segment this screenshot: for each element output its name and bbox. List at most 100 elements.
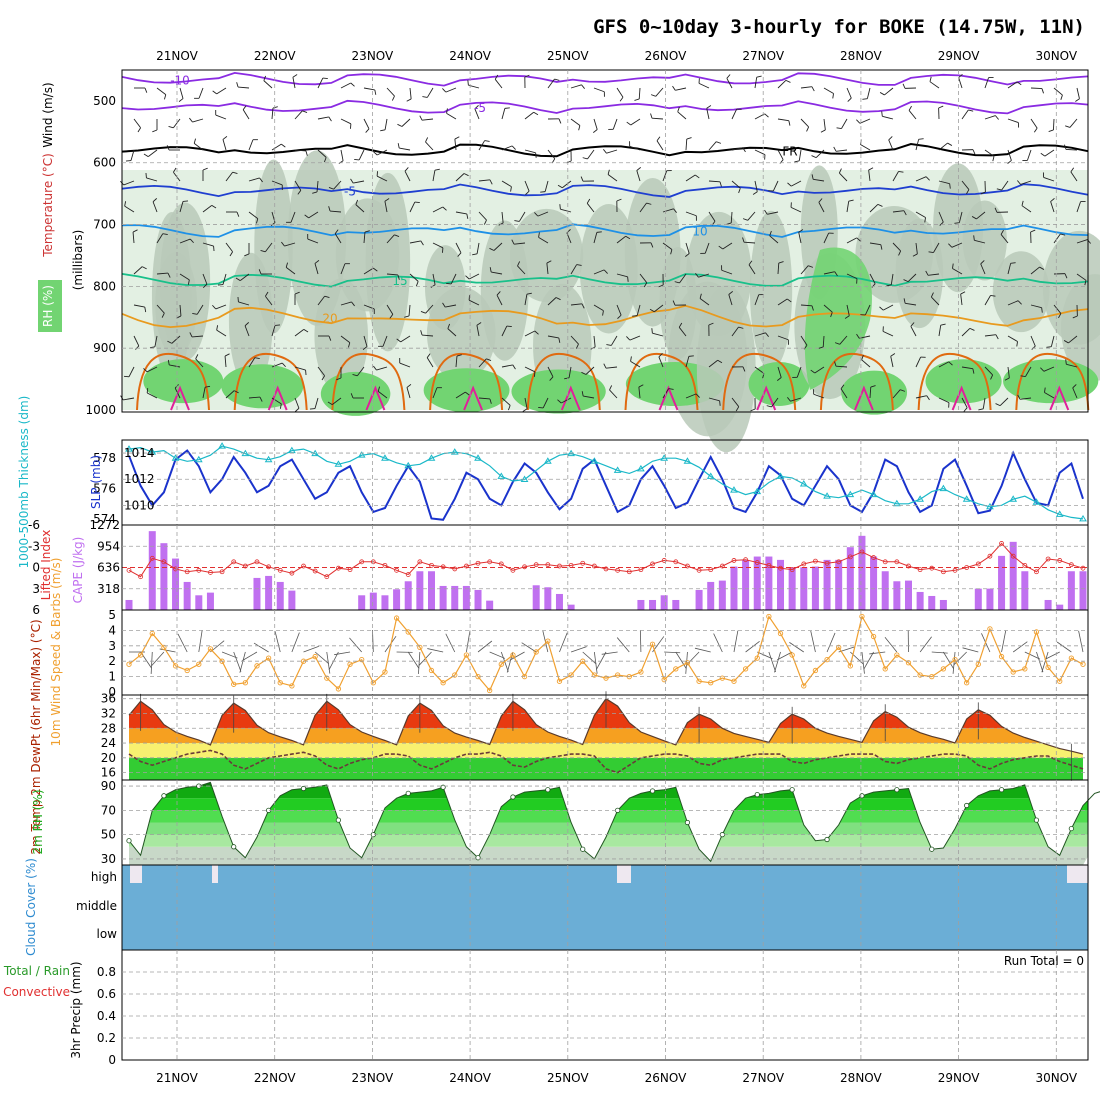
wind-barb <box>308 211 319 219</box>
wind-barb <box>212 304 217 310</box>
wind-barb <box>517 265 526 275</box>
wind-barb <box>929 81 940 89</box>
lifted-index-point <box>696 567 702 573</box>
wind-barb <box>167 272 171 278</box>
wind-barb <box>442 88 447 93</box>
isotherm-label: -10 <box>170 73 190 87</box>
wind-barb <box>1030 118 1038 129</box>
wind-barb <box>422 118 434 121</box>
wind10-point <box>312 653 318 660</box>
wind-barb <box>124 205 135 213</box>
wind-barb <box>929 76 932 82</box>
wind-barb <box>446 112 457 120</box>
wind-barb <box>708 397 720 402</box>
wind-barb <box>662 242 673 250</box>
wind-barb <box>566 160 572 164</box>
lifted-index-point <box>417 559 423 565</box>
lifted-index-point <box>394 567 399 573</box>
wind-barb <box>915 211 926 218</box>
wind-barb <box>350 82 355 87</box>
wind-barb <box>501 397 511 406</box>
wind-barb <box>892 389 901 399</box>
wind-barb <box>1040 152 1046 157</box>
wind-barb <box>466 213 469 219</box>
wind-barb <box>726 78 733 89</box>
wind-barb <box>685 356 690 368</box>
lifted-index-point <box>999 541 1004 546</box>
wind-barb <box>848 199 854 202</box>
wind-barb <box>581 84 585 89</box>
slp-line <box>128 449 1084 521</box>
wind10-barb <box>334 651 351 656</box>
chart-title: GFS 0~10day 3-hourly for BOKE (14.75W, 1… <box>593 16 1085 38</box>
lifted-index-point <box>719 563 725 569</box>
wind-barb <box>836 149 848 152</box>
cape-bar <box>439 585 447 610</box>
thickness-point <box>823 492 831 499</box>
wind-barb <box>568 366 572 378</box>
wind-barb <box>638 387 641 399</box>
wind-barb <box>698 82 710 89</box>
wind-barb <box>811 86 815 92</box>
wind-barb <box>742 366 746 372</box>
wind10-barb <box>1012 641 1028 653</box>
lifted-index-point <box>650 561 655 567</box>
wind10-barb <box>159 648 176 653</box>
wind-barb <box>892 242 901 252</box>
cape-bar <box>253 577 261 610</box>
wind-barb <box>1060 94 1063 100</box>
wind-barb <box>632 315 638 317</box>
rh2m-point <box>1033 817 1040 823</box>
wind10-point <box>568 672 574 678</box>
lifted-index-point <box>591 563 597 569</box>
rh2m-point <box>859 793 865 799</box>
wind-barb <box>610 335 618 346</box>
wind-barb <box>432 242 444 249</box>
wind10-barb <box>768 651 777 673</box>
wind-barb <box>1046 346 1052 348</box>
wind-barb <box>928 273 940 276</box>
wind-barb <box>146 387 149 394</box>
wind-barb <box>777 149 784 160</box>
rh2m-point <box>684 819 691 826</box>
wind-barb <box>796 366 802 378</box>
wind-barb <box>864 304 871 316</box>
wind-barb <box>202 167 208 171</box>
isotherm-line <box>658 385 679 411</box>
rh-tick-label: 30 <box>101 852 116 866</box>
wind-barb <box>491 271 503 275</box>
thickness-point <box>125 445 133 452</box>
wind-barb <box>1021 205 1032 213</box>
thickness-point <box>450 448 459 455</box>
wind-barb <box>675 87 687 91</box>
wind10-point <box>149 630 155 637</box>
wind-barb <box>636 170 641 182</box>
wind-barb <box>969 327 975 331</box>
wind-barb <box>232 171 238 175</box>
wind-barb <box>327 401 333 406</box>
wind10-barb <box>789 642 805 653</box>
wind-barb <box>861 354 864 360</box>
wind10-point <box>894 652 900 658</box>
wind-barb <box>958 74 963 78</box>
wind-barb <box>984 77 990 89</box>
wind-barb <box>976 211 986 220</box>
wind-barb <box>1030 266 1040 275</box>
wind-barb <box>524 294 528 306</box>
cape-bar <box>427 571 435 610</box>
wind-barb <box>800 265 809 275</box>
wind-barb <box>422 96 428 98</box>
wind-barb <box>1016 341 1018 347</box>
isotherm-line <box>429 352 504 411</box>
wind-tick-label: 5 <box>108 608 116 622</box>
wind-barb <box>996 188 1002 191</box>
wind-barb <box>284 242 296 247</box>
wind10-point <box>556 678 563 684</box>
wind-barb <box>735 406 740 412</box>
cloud-level-label: low <box>97 927 118 941</box>
wind-barb <box>974 239 986 244</box>
slp-tick-label: 1010 <box>124 498 155 512</box>
wind-barb <box>585 366 595 375</box>
date-label-top: 23NOV <box>352 49 394 63</box>
wind-barb <box>235 277 241 282</box>
